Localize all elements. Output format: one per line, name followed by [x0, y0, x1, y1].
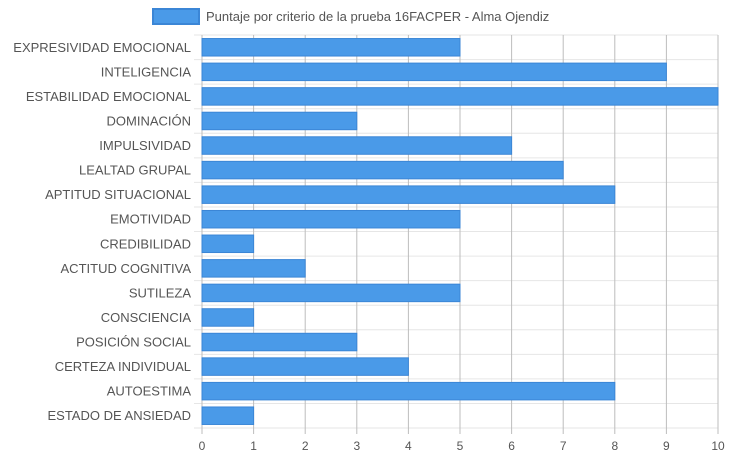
x-tick-label: 8	[611, 439, 618, 453]
category-label: INTELIGENCIA	[101, 64, 192, 79]
x-tick-labels: 0 1 2 3 4 5 6 7 8 9 10	[199, 439, 725, 453]
bar[interactable]	[201, 38, 461, 57]
category-label: POSICIÓN SOCIAL	[76, 335, 191, 350]
x-tick-label: 5	[457, 439, 464, 453]
category-label: AUTOESTIMA	[107, 384, 192, 399]
category-label: CERTEZA INDIVIDUAL	[55, 359, 191, 374]
category-label: CREDIBILIDAD	[100, 236, 191, 251]
bar[interactable]	[201, 381, 616, 401]
x-tick-label: 0	[199, 439, 206, 453]
category-label: DOMINACIÓN	[107, 113, 192, 128]
bar[interactable]	[201, 185, 616, 204]
x-tick-label: 1	[250, 439, 257, 453]
category-labels: EXPRESIVIDAD EMOCIONAL INTELIGENCIA ESTABI…	[13, 40, 191, 423]
horizontal-gridlines	[194, 34, 718, 429]
x-tick-label: 2	[302, 439, 309, 453]
bar[interactable]	[201, 308, 255, 327]
category-label: CONSCIENCIA	[101, 310, 192, 325]
legend-swatch	[152, 8, 200, 25]
category-label: ESTABILIDAD EMOCIONAL	[26, 89, 191, 104]
bars	[201, 38, 719, 425]
category-label: LEALTAD GRUPAL	[79, 163, 191, 178]
bar[interactable]	[201, 160, 564, 180]
category-label: SUTILEZA	[129, 285, 191, 300]
category-label: EMOTIVIDAD	[110, 212, 191, 227]
category-label: ESTADO DE ANSIEDAD	[47, 408, 191, 423]
bar[interactable]	[201, 234, 255, 254]
x-tick-label: 4	[405, 439, 412, 453]
category-label: IMPULSIVIDAD	[99, 138, 191, 153]
x-tick-label: 7	[560, 439, 567, 453]
bar[interactable]	[201, 62, 667, 82]
x-tick-label: 9	[663, 439, 670, 453]
bar[interactable]	[201, 136, 513, 155]
x-tick-label: 6	[508, 439, 515, 453]
bar[interactable]	[201, 111, 358, 131]
x-tick-label: 10	[711, 439, 725, 453]
bar[interactable]	[201, 406, 255, 425]
x-tick-label: 3	[353, 439, 360, 453]
bar[interactable]	[201, 209, 461, 229]
bar[interactable]	[201, 332, 358, 352]
legend-label: Puntaje por criterio de la prueba 16FACP…	[206, 9, 549, 24]
category-label: EXPRESIVIDAD EMOCIONAL	[13, 40, 191, 55]
category-label: ACTITUD COGNITIVA	[61, 261, 192, 276]
legend[interactable]: Puntaje por criterio de la prueba 16FACP…	[152, 8, 549, 25]
bar[interactable]	[201, 283, 461, 303]
bar[interactable]	[201, 259, 306, 278]
bar[interactable]	[201, 87, 719, 106]
category-label: APTITUD SITUACIONAL	[45, 187, 191, 202]
bar[interactable]	[201, 357, 409, 376]
